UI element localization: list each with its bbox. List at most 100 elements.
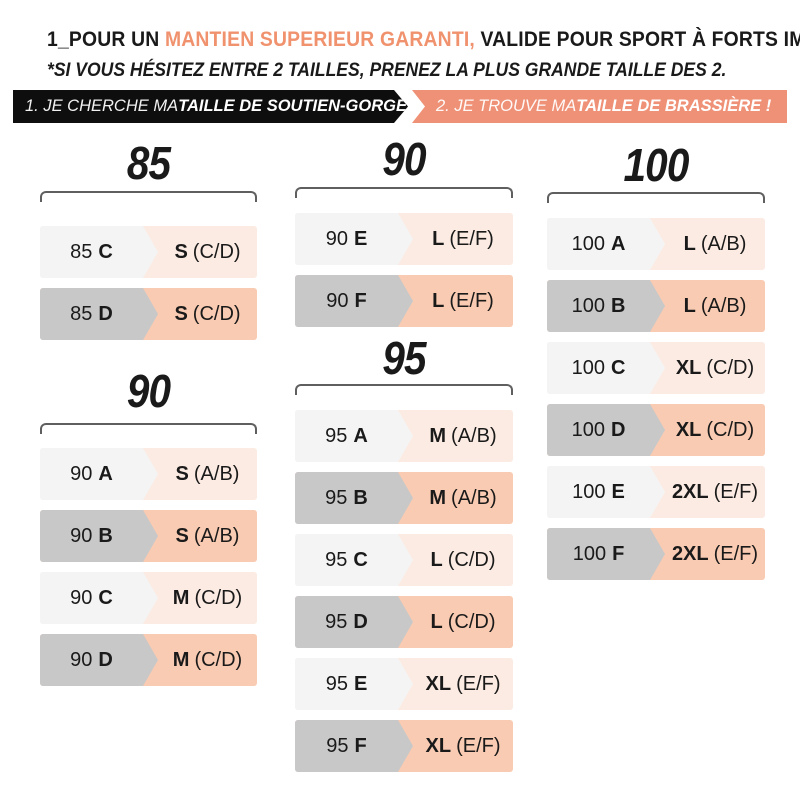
size-group-header: 90 [382, 133, 426, 185]
target-cup-range: (C/D) [447, 548, 496, 571]
source-size-cell: 85 D [40, 288, 158, 340]
target-size-cell: 2XL (E/F) [665, 466, 765, 518]
source-band-size: 90 [70, 462, 93, 485]
source-band-size: 85 [70, 302, 93, 325]
banner-soutien-gorge: 1. JE CHERCHE MA TAILLE DE SOUTIEN-GORGE… [13, 90, 408, 123]
target-size-cell: L (E/F) [413, 275, 513, 327]
target-size-label: L [683, 294, 696, 317]
conversion-row: 85 C S (C/D) [40, 226, 257, 278]
size-group-header: 95 [382, 332, 426, 384]
target-cup-range: (E/F) [713, 480, 759, 503]
target-cup-range: (A/B) [700, 232, 747, 255]
source-cup-letter: A [353, 424, 368, 447]
source-cup-letter: F [612, 542, 625, 565]
source-cup-letter: C [98, 240, 113, 263]
target-cup-range: (E/F) [449, 227, 494, 250]
conversion-row: 100 E 2XL (E/F) [547, 466, 765, 518]
target-size-label: M [172, 586, 190, 609]
source-cup-letter: D [98, 302, 113, 325]
source-band-size: 100 [571, 356, 605, 379]
target-size-label: L [432, 227, 445, 250]
target-size-label: S [174, 240, 188, 263]
target-cup-range: (C/D) [447, 610, 496, 633]
source-size-cell: 100 B [547, 280, 665, 332]
source-size-cell: 100 D [547, 404, 665, 456]
conversion-row: 90 E L (E/F) [295, 213, 513, 265]
conversion-row: 95 E XL (E/F) [295, 658, 513, 710]
source-size-cell: 95 E [295, 658, 413, 710]
source-cup-letter: B [610, 294, 626, 317]
target-cup-range: (A/B) [451, 486, 497, 509]
title-prefix: 1_POUR UN [47, 27, 165, 51]
size-group-bracket [40, 423, 257, 434]
source-size-cell: 95 B [295, 472, 413, 524]
source-size-cell: 100 A [547, 218, 665, 270]
conversion-row: 95 C L (C/D) [295, 534, 513, 586]
source-cup-letter: E [353, 672, 368, 695]
source-cup-letter: D [98, 648, 113, 671]
source-cup-letter: C [353, 548, 368, 571]
target-size-cell: M (A/B) [413, 410, 513, 462]
target-size-cell: S (C/D) [158, 226, 257, 278]
source-band-size: 100 [572, 480, 606, 503]
banner-brassiere: 2. JE TROUVE MA TAILLE DE BRASSIÈRE ! [412, 90, 787, 123]
target-size-cell: S (C/D) [158, 288, 257, 340]
source-cup-letter: C [98, 586, 113, 609]
target-size-label: S [175, 524, 189, 547]
title-highlight: MANTIEN SUPERIEUR GARANTI, [164, 27, 475, 51]
source-size-cell: 100 F [547, 528, 665, 580]
target-size-label: XL [425, 734, 452, 757]
source-cup-letter: E [611, 480, 625, 503]
source-band-size: 90 [70, 586, 93, 609]
source-cup-letter: D [353, 610, 368, 633]
source-size-cell: 90 E [295, 213, 413, 265]
source-cup-letter: B [353, 486, 368, 509]
target-cup-range: (C/D) [192, 240, 241, 263]
size-group-bracket [40, 191, 257, 202]
target-cup-range: (C/D) [706, 356, 755, 379]
target-size-label: M [172, 648, 190, 671]
target-size-cell: XL (E/F) [413, 720, 513, 772]
conversion-row: 90 D M (C/D) [40, 634, 257, 686]
target-size-cell: XL (C/D) [665, 404, 765, 456]
source-band-size: 95 [325, 548, 348, 571]
source-band-size: 100 [572, 542, 607, 565]
source-band-size: 90 [325, 227, 348, 250]
source-size-cell: 95 F [295, 720, 413, 772]
target-cup-range: (E/F) [449, 289, 494, 312]
target-size-cell: S (A/B) [158, 448, 257, 500]
conversion-row: 100 B L (A/B) [547, 280, 765, 332]
source-cup-letter: F [354, 734, 367, 757]
source-cup-letter: A [98, 462, 113, 485]
target-size-label: S [174, 302, 188, 325]
source-band-size: 100 [571, 294, 605, 317]
conversion-row: 100 A L (A/B) [547, 218, 765, 270]
source-size-cell: 95 C [295, 534, 413, 586]
target-size-cell: L (A/B) [665, 218, 765, 270]
target-size-label: XL [675, 418, 702, 441]
conversion-row: 100 F 2XL (E/F) [547, 528, 765, 580]
target-size-label: L [430, 548, 443, 571]
source-size-cell: 90 D [40, 634, 158, 686]
title-suffix: VALIDE POUR SPORT À FORTS IMPACTS [480, 27, 800, 51]
target-size-label: M [429, 424, 447, 447]
target-cup-range: (A/B) [193, 462, 240, 485]
page-title: 1_POUR UN MANTIEN SUPERIEUR GARANTI, VAL… [47, 27, 800, 52]
target-cup-range: (A/B) [193, 524, 240, 547]
target-cup-range: (C/D) [194, 648, 243, 671]
target-size-cell: 2XL (E/F) [665, 528, 765, 580]
source-band-size: 95 [325, 610, 348, 633]
target-cup-range: (C/D) [192, 302, 241, 325]
conversion-row: 95 B M (A/B) [295, 472, 513, 524]
target-cup-range: (A/B) [451, 424, 497, 447]
target-size-label: 2XL [671, 480, 709, 503]
size-group-bracket [295, 187, 513, 198]
source-size-cell: 90 B [40, 510, 158, 562]
target-size-label: L [432, 289, 445, 312]
conversion-row: 90 B S (A/B) [40, 510, 257, 562]
source-size-cell: 85 C [40, 226, 158, 278]
conversion-row: 85 D S (C/D) [40, 288, 257, 340]
source-cup-letter: F [354, 289, 367, 312]
target-size-label: L [430, 610, 443, 633]
target-size-cell: L (A/B) [665, 280, 765, 332]
